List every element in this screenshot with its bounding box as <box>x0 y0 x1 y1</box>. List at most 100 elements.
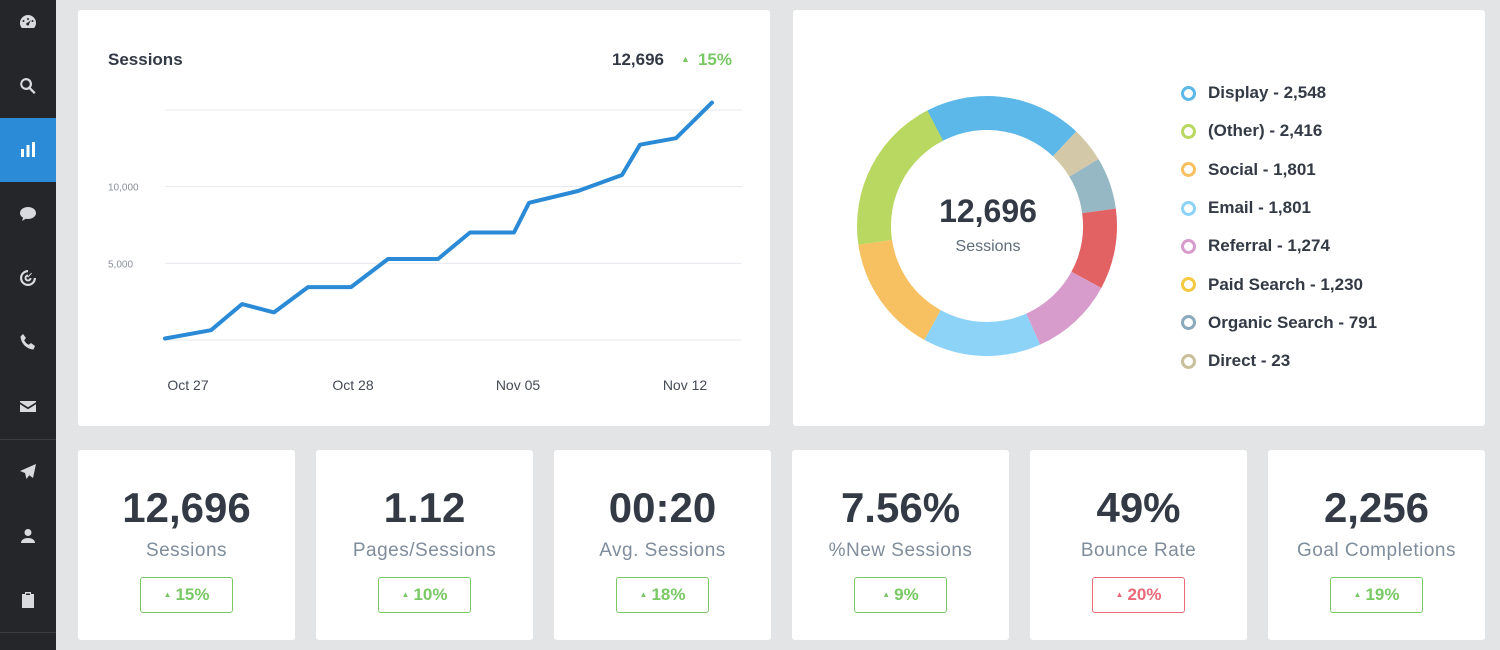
up-arrow-icon: ▲ <box>1115 590 1124 599</box>
sessions-point <box>387 258 389 260</box>
legend-item: (Other) - 2,416 <box>1181 112 1377 150</box>
x-tick-label: Oct 28 <box>332 377 373 393</box>
kpi-card: 00:20 Avg. Sessions ▲ 18% <box>554 450 771 640</box>
kpi-change-badge: ▲ 20% <box>1092 577 1185 613</box>
kpi-card: 1.12 Pages/Sessions ▲ 10% <box>316 450 533 640</box>
legend-marker-icon <box>1181 162 1196 178</box>
sessions-point <box>577 190 579 192</box>
up-arrow-icon: ▲ <box>401 590 410 599</box>
kpi-label: Goal Completions <box>1296 540 1457 561</box>
kpi-value: 1.12 <box>383 484 466 531</box>
kpi-card: 49% Bounce Rate ▲ 20% <box>1030 450 1247 640</box>
kpi-value: 49% <box>1096 484 1181 531</box>
sessions-point <box>241 303 243 305</box>
kpi-change-badge: ▲ 19% <box>1330 577 1423 613</box>
kpi-change-badge: ▲ 18% <box>616 577 709 613</box>
sessions-point <box>350 286 352 288</box>
up-arrow-icon: ▲ <box>639 590 648 599</box>
nav-tasks[interactable] <box>0 568 56 632</box>
sessions-line-chart: 10,000 5,000 Oct 27 Oct 28 Nov 05 Nov 12 <box>108 100 742 393</box>
kpi-change-badge: ▲ 9% <box>854 577 947 613</box>
legend-label: Paid Search - 1,230 <box>1208 274 1363 294</box>
sessions-point <box>528 202 530 204</box>
kpi-label: Avg. Sessions <box>599 540 726 561</box>
kpi-card: 7.56% %New Sessions ▲ 9% <box>792 450 1009 640</box>
legend-marker-icon <box>1181 200 1196 216</box>
donut-slice <box>1069 159 1116 214</box>
up-arrow-icon: ▲ <box>681 54 690 64</box>
sessions-point <box>711 102 713 104</box>
sessions-donut-chart <box>857 96 1117 356</box>
kpi-card: 2,256 Goal Completions ▲ 19% <box>1268 450 1485 640</box>
clipboard-check-icon <box>22 592 34 608</box>
kpi-label: Sessions <box>145 540 228 561</box>
nav-analytics[interactable] <box>0 118 56 182</box>
sessions-point <box>210 329 212 331</box>
kpi-change-value: 20% <box>1127 585 1162 604</box>
nav-dashboard[interactable] <box>0 0 56 54</box>
legend-label: Referral - 1,274 <box>1208 236 1330 256</box>
legend-label: Display - 2,548 <box>1208 83 1327 103</box>
nav-search[interactable] <box>0 54 56 118</box>
sessions-point <box>307 286 309 288</box>
donut-center-label: Sessions <box>955 238 1021 255</box>
target-icon <box>20 270 36 286</box>
nav-send[interactable] <box>0 440 56 504</box>
donut-slice <box>858 239 941 340</box>
legend-item: Organic Search - 791 <box>1181 304 1377 342</box>
search-icon <box>20 78 36 94</box>
dashboard-icon <box>20 15 36 28</box>
kpi-change-badge: ▲ 15% <box>140 577 233 613</box>
legend-label: Social - 1,801 <box>1208 159 1316 179</box>
envelope-icon <box>20 401 36 412</box>
kpi-label: Bounce Rate <box>1080 540 1197 561</box>
sessions-point <box>469 232 471 234</box>
sessions-point <box>621 174 623 176</box>
sessions-total: 12,696 <box>612 50 664 69</box>
sessions-title: Sessions <box>108 50 183 69</box>
nav-divider <box>0 439 56 440</box>
donut-slice <box>1026 271 1102 345</box>
legend-marker-icon <box>1181 238 1196 254</box>
legend-marker-icon <box>1181 353 1196 369</box>
sidebar <box>0 0 56 650</box>
nav-divider <box>0 632 56 633</box>
legend-label: Email - 1,801 <box>1208 198 1312 218</box>
donut-slice <box>1071 208 1117 288</box>
kpi-value: 7.56% <box>840 484 961 531</box>
kpi-value: 12,696 <box>122 484 251 531</box>
nav-phone[interactable] <box>0 310 56 374</box>
up-arrow-icon: ▲ <box>882 590 891 599</box>
sessions-card: Sessions 12,696 ▲ 15% 10,000 5,000 Oct 27 Oc… <box>78 10 770 426</box>
sessions-point <box>639 144 641 146</box>
nav-user[interactable] <box>0 504 56 568</box>
legend-marker-icon <box>1181 85 1196 101</box>
kpi-change-value: 9% <box>894 585 919 604</box>
kpi-change-value: 15% <box>175 585 210 604</box>
up-arrow-icon: ▲ <box>1353 590 1362 599</box>
legend-label: (Other) - 2,416 <box>1208 121 1323 141</box>
user-icon <box>21 529 35 543</box>
nav-mail[interactable] <box>0 374 56 438</box>
legend-marker-icon <box>1181 277 1196 293</box>
donut-center-value: 12,696 <box>939 193 1037 229</box>
legend-item: Display - 2,548 <box>1181 74 1377 112</box>
nav-target[interactable] <box>0 246 56 310</box>
nav-chat[interactable] <box>0 182 56 246</box>
sessions-point <box>675 137 677 139</box>
sessions-point <box>273 311 275 313</box>
paper-plane-icon <box>20 464 36 479</box>
sessions-point <box>437 258 439 260</box>
x-tick-label: Oct 27 <box>167 377 208 393</box>
kpi-change-value: 18% <box>651 585 686 604</box>
up-arrow-icon: ▲ <box>163 590 172 599</box>
sessions-change-value: 15% <box>697 50 732 69</box>
y-tick-label: 5,000 <box>108 259 133 270</box>
legend-item: Paid Search - 1,230 <box>1181 265 1377 303</box>
legend-item: Email - 1,801 <box>1181 189 1377 227</box>
sessions-change: ▲ 15% <box>681 50 732 70</box>
donut-slice <box>1052 131 1099 177</box>
x-tick-label: Nov 12 <box>663 377 708 393</box>
phone-icon <box>20 334 35 350</box>
donut-slice <box>919 96 1077 157</box>
